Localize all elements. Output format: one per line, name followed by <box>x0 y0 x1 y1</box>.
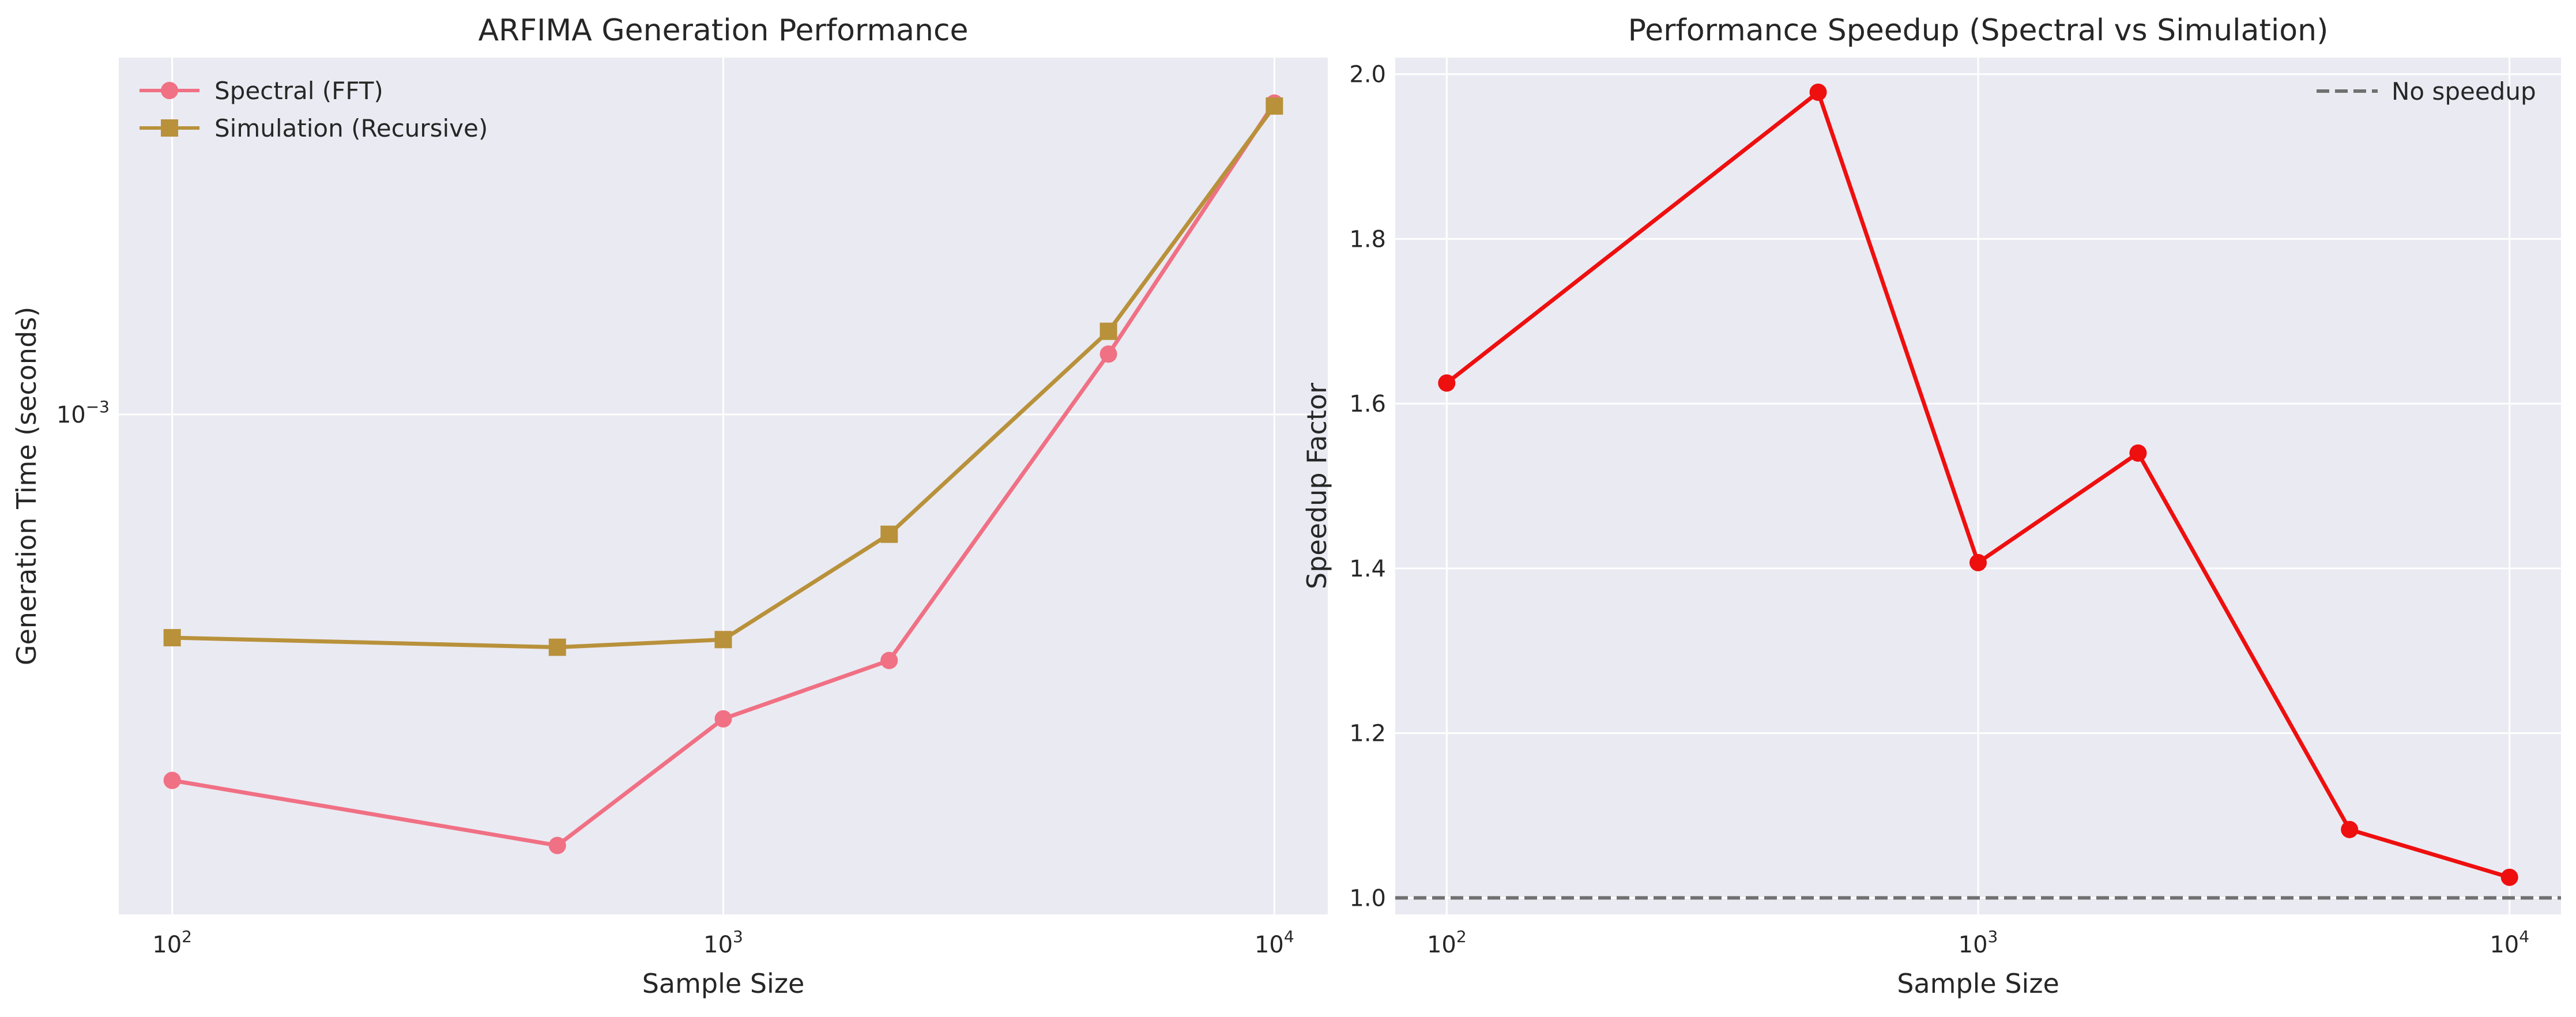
y-tick-label: 1.8 <box>1349 226 1386 253</box>
x-tick-label: 102 <box>152 927 192 958</box>
legend-label-simulation: Simulation (Recursive) <box>214 114 488 142</box>
chart-title-right: Performance Speedup (Spectral vs Simulat… <box>1628 13 2329 48</box>
data-point <box>548 638 566 656</box>
series-left <box>163 94 1283 854</box>
x-axis-label-right: Sample Size <box>1897 968 2059 999</box>
y-tick-label: 1.6 <box>1349 391 1386 417</box>
data-point <box>2341 820 2359 838</box>
data-point <box>880 651 898 669</box>
data-point <box>163 771 181 789</box>
x-axis-label-left: Sample Size <box>642 968 805 999</box>
y-tick-label: 1.4 <box>1349 556 1386 582</box>
chart-left: ARFIMA Generation Performance Sample Siz… <box>11 13 1328 999</box>
x-tick-label: 104 <box>2490 927 2529 958</box>
y-tick-label: 2.0 <box>1349 62 1386 88</box>
y-tick-label: 10−3 <box>57 397 110 428</box>
chart-title-left: ARFIMA Generation Performance <box>478 13 968 48</box>
data-point <box>1809 84 1827 101</box>
series-line <box>1445 90 2510 880</box>
data-point <box>1438 374 1456 392</box>
legend-item-spectral: Spectral (FFT) <box>140 77 383 105</box>
data-point <box>2500 868 2518 886</box>
y-tick-label: 1.0 <box>1349 885 1386 911</box>
x-tick-label: 104 <box>1255 927 1294 958</box>
data-point <box>1969 553 1987 571</box>
legend-item-simulation: Simulation (Recursive) <box>140 114 488 142</box>
legend-label-spectral: Spectral (FFT) <box>214 77 383 105</box>
series-line <box>172 104 1276 650</box>
y-axis-label-right: Speedup Factor <box>1301 383 1332 589</box>
x-tick-label: 102 <box>1427 927 1467 958</box>
data-point <box>1266 97 1283 115</box>
x-tick-label: 103 <box>1959 927 1998 958</box>
data-point <box>1099 345 1117 363</box>
y-tick-label: 1.2 <box>1349 721 1386 747</box>
ticks-left: 102 103 104 10−3 <box>57 397 1294 958</box>
legend-marker-simulation <box>161 119 178 137</box>
data-point <box>2129 444 2147 462</box>
legend-marker-spectral <box>161 82 178 99</box>
series-right <box>1395 84 2561 900</box>
data-point <box>1099 322 1117 340</box>
grid-left <box>119 58 1328 914</box>
data-point <box>880 525 898 543</box>
y-axis-label-left: Generation Time (seconds) <box>11 307 42 665</box>
data-point <box>163 629 181 647</box>
data-point <box>714 710 732 728</box>
chart-right: Performance Speedup (Spectral vs Simulat… <box>1301 13 2561 999</box>
legend-label-no-speedup: No speedup <box>2392 77 2536 106</box>
legend-left: Spectral (FFT) Simulation (Recursive) <box>140 77 488 142</box>
data-point <box>548 837 566 854</box>
x-tick-label: 103 <box>703 927 743 958</box>
ticks-right: 102 103 104 1.0 1.2 1.4 1.6 1.8 2.0 <box>1349 62 2529 958</box>
legend-right: No speedup <box>2317 77 2536 106</box>
series-line <box>172 101 1276 848</box>
data-point <box>714 631 732 649</box>
